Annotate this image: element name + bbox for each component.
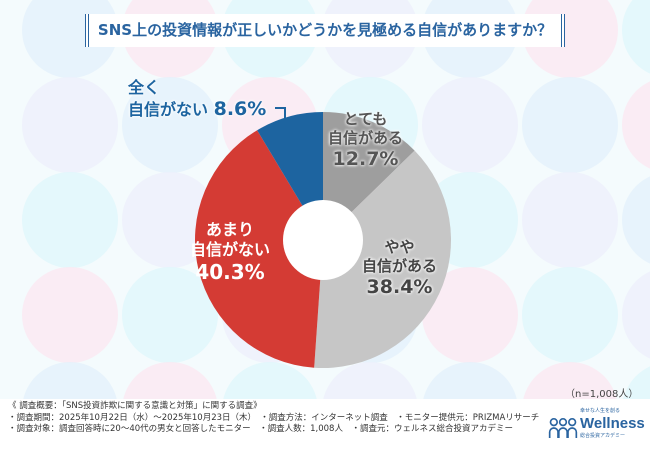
background-circle bbox=[22, 172, 118, 268]
logo-sub: 総合投資アカデミー bbox=[580, 433, 626, 439]
sample-size: （n=1,008人） bbox=[565, 389, 639, 400]
label-line: とても bbox=[343, 110, 388, 128]
background-circle bbox=[22, 77, 118, 173]
pie-slice-2 bbox=[314, 150, 452, 368]
background-circle bbox=[22, 267, 118, 363]
label-line: 自信がある bbox=[328, 128, 404, 147]
footer-line: ・調査対象：調査回答時に20～40代の男女と回答したモニター ・調査人数：1,0… bbox=[8, 424, 513, 434]
logo-tagline: 幸せな人生を創る bbox=[580, 408, 621, 414]
background-circle bbox=[422, 77, 518, 173]
background-circle bbox=[522, 77, 618, 173]
footer-background bbox=[0, 399, 650, 450]
background-circle bbox=[122, 77, 218, 173]
data-label: 8.6% bbox=[213, 98, 267, 120]
background-circle bbox=[522, 172, 618, 268]
background-circle bbox=[522, 267, 618, 363]
background-circle bbox=[422, 267, 518, 363]
people-icon bbox=[548, 417, 578, 438]
label-very-confident: とても 自信がある 12.7% bbox=[328, 110, 403, 171]
background-circle bbox=[622, 81, 650, 169]
background-circle bbox=[122, 172, 218, 268]
label-line: 自信がない bbox=[190, 240, 271, 259]
donut-hole bbox=[283, 200, 363, 280]
label-line: やや bbox=[384, 238, 415, 256]
leader-line bbox=[275, 107, 286, 118]
label-line: あまり bbox=[206, 220, 255, 239]
label-line: 自信がある bbox=[362, 256, 438, 275]
label-not-very-confident: あまり 自信がない 40.3% bbox=[190, 220, 270, 285]
logo-name: Wellness bbox=[580, 415, 645, 432]
background-circle bbox=[622, 0, 650, 74]
label-somewhat-confident: やや 自信がある 38.4% bbox=[362, 238, 437, 299]
label-not-at-all-confident: 全く 自信がない 8.6% bbox=[128, 78, 266, 122]
label-line: 全く bbox=[128, 78, 161, 97]
wellness-logo: 幸せな人生を創る Wellness 総合投資アカデミー bbox=[548, 408, 648, 446]
data-label: 40.3% bbox=[195, 260, 265, 284]
data-label: 12.7% bbox=[332, 147, 399, 170]
pie-slice-3 bbox=[195, 130, 323, 368]
background-circle bbox=[622, 176, 650, 264]
chart-title: SNS上の投資情報が正しいかどうかを見極める自信がありますか？ bbox=[85, 14, 565, 47]
donut-chart bbox=[195, 107, 452, 368]
footer-line: 《 調査概要：「SNS投資詐欺に関する意識と対策」に関する調査》 bbox=[8, 401, 262, 411]
background-circle bbox=[622, 271, 650, 359]
data-label: 38.4% bbox=[366, 275, 433, 298]
footer-line: ・調査期間：2025年10月22日（水）～2025年10月23日（木） ・調査方… bbox=[8, 412, 540, 423]
label-line: 自信がない bbox=[128, 100, 209, 119]
background-circle bbox=[122, 267, 218, 363]
survey-footer: 《 調査概要：「SNS投資詐欺に関する意識と対策」に関する調査》 ・調査期間：2… bbox=[0, 400, 540, 436]
